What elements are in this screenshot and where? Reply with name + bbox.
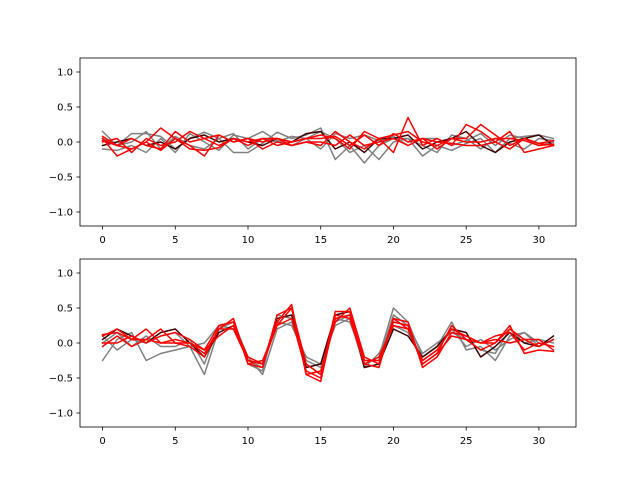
x-tick-label: 0 (99, 436, 105, 447)
x-tick-label: 15 (314, 436, 327, 447)
x-tick-label: 10 (242, 235, 255, 246)
series-line-4 (101, 310, 555, 369)
y-tick-label: 0.0 (57, 339, 73, 350)
y-tick-label: −1.0 (49, 208, 73, 219)
series-line-8 (101, 314, 555, 379)
y-tick-label: 0.5 (57, 103, 73, 114)
x-tick-label: 15 (314, 235, 327, 246)
x-tick-label: 5 (172, 436, 178, 447)
y-tick-label: 1.0 (57, 68, 73, 79)
series-line-7 (101, 307, 555, 376)
y-tick-label: −0.5 (49, 173, 73, 184)
series-line-8 (101, 132, 555, 152)
x-tick-label: 0 (99, 235, 105, 246)
x-tick-label: 5 (172, 235, 178, 246)
x-tick-label: 25 (460, 235, 473, 246)
x-tick-label: 20 (387, 235, 400, 246)
y-tick-label: 0.5 (57, 304, 73, 315)
y-tick-label: −0.5 (49, 374, 73, 385)
y-tick-label: −1.0 (49, 409, 73, 420)
subplot-1: 0 5 10 15 20 25 30 −1.0 −0.5 0.0 0.5 1.0 (49, 57, 577, 246)
series-line-4 (101, 130, 555, 154)
x-tick-label: 20 (387, 436, 400, 447)
x-tick-label: 25 (460, 436, 473, 447)
x-tick-label: 30 (533, 235, 546, 246)
y-tick-label: 1.0 (57, 269, 73, 280)
series-line-7 (101, 130, 555, 150)
subplot-2: 0 5 10 15 20 25 30 −1.0 −0.5 0.0 0.5 1.0 (49, 258, 577, 447)
series-line-2 (101, 130, 555, 161)
x-tick-label: 30 (533, 436, 546, 447)
x-tick-label: 10 (242, 436, 255, 447)
y-tick-label: 0.0 (57, 138, 73, 149)
